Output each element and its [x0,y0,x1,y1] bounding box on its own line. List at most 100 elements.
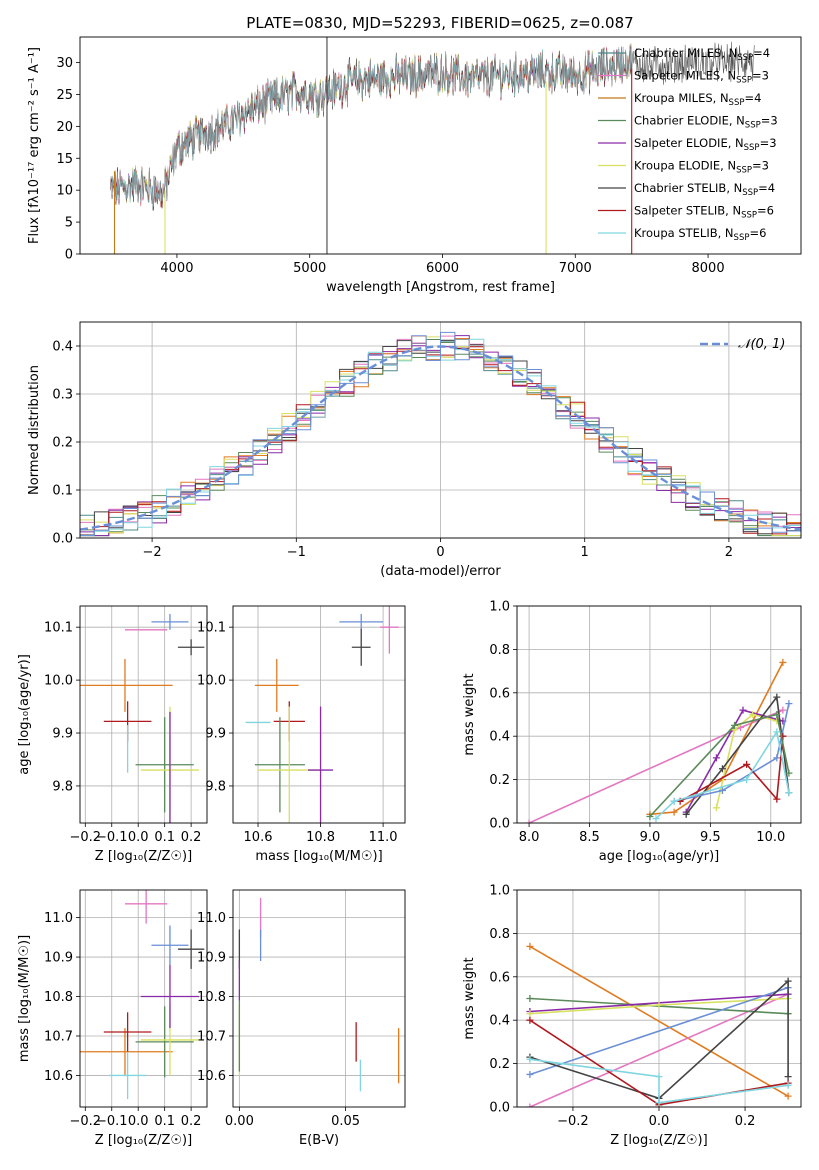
mass-weight-marker [773,754,781,762]
y-tick-label: 0.2 [52,436,73,451]
legend-label: Chabrier STELIB, NSSP=4 [634,181,775,198]
axes-frame [516,605,802,824]
error-bar-point [135,1006,194,1078]
error-bar-point [103,1012,152,1052]
x-tick-label: −1 [287,545,306,560]
mass-weight-marker [779,658,787,666]
spectrum-legend: Chabrier MILES, NSSP=4 Salpeter MILES, NS… [598,46,778,243]
age_vs_Z-panel: −0.2−0.1 0.0 0.1 0.2 9.8 9.9 10.0 10.1 Z [log₁₀(… [17,605,208,864]
y-tick-label: 15 [56,152,73,167]
legend-label: Kroupa ELODIE, NSSP=3 [634,159,769,176]
x-tick-label: 11.0 [369,830,398,845]
mass-weight-marker [785,700,793,708]
error-bar-point [177,929,205,969]
x-tick-label: 10.6 [244,830,273,845]
y-tick-label: 10.9 [197,951,226,966]
legend-label: Kroupa STELIB, NSSP=6 [634,226,766,243]
legend-label: Chabrier MILES, NSSP=4 [634,46,770,63]
y-tick-label: 1.0 [489,884,510,899]
mass-weight-line [529,993,789,1107]
x-tick-label: 8.0 [519,830,540,845]
error-bar-point [135,717,194,813]
mass-weight-marker [670,808,678,816]
axes-frame [79,605,208,824]
y-axis-label: mass [log₁₀(M/M☉)] [17,935,32,1062]
x-tick-label: 8.5 [579,830,600,845]
x-tick-label: −0.2 [557,1114,589,1129]
legend-label: Salpeter STELIB, NSSP=6 [634,204,774,221]
legend-label: Chabrier ELODIE, NSSP=3 [634,114,778,131]
mass-weight-marker [731,721,739,729]
x-tick-label: 0.0 [649,1114,670,1129]
y-tick-label: 0.2 [489,773,510,788]
age_vs_mass-plot-area [245,606,399,823]
error-bar-point [151,613,189,630]
x-tick-label: 8000 [692,261,725,276]
x-axis-label: age [log₁₀(age/yr)] [599,849,720,864]
y-tick-label: 9.9 [205,727,226,742]
mass-weight-marker [785,769,793,777]
mass_vs_EBV-plot-area [238,897,400,1092]
x-tick-label: 9.0 [640,830,661,845]
age_vs_Z-plot-area [80,613,205,823]
x-tick-label: 4000 [160,261,193,276]
mass-weight-marker [525,819,533,823]
age_vs_mass-panel: 10.6 10.8 11.0 9.8 9.9 10.0 10.1 mass [log₁₀(M/… [197,605,406,864]
y-tick-label: 0.0 [52,532,73,547]
x-tick-label: −0.2 [70,1114,102,1129]
mass-weight-line [649,713,790,818]
error-bar-point [151,925,189,965]
residuals-plot-area [80,331,801,537]
axes-frame [79,321,802,539]
mass_vs_Z-plot-area [80,890,205,1100]
massweight_vs_Z-plot-area [526,942,792,1107]
y-axis-label: Flux [fλ10⁻¹⁷ erg cm⁻² s⁻¹ A⁻¹] [27,47,42,244]
error-bar-point [140,964,200,1029]
y-tick-label: 10 [56,184,73,199]
mass-weight-line [529,986,789,1076]
axes-frame [79,36,802,255]
mass-weight-marker [655,1001,663,1009]
y-tick-label: 1.0 [489,600,510,615]
mass-weight-marker [784,1073,792,1081]
x-tick-label: 0.0 [128,830,149,845]
mass_vs_EBV-panel: 0.00 0.05 10.6 10.7 10.8 10.9 11.0 E(B-V) [197,889,406,1148]
residuals-panel: −2 −1 0 1 2 0.0 0.1 0.2 0.3 0.4 (data-model)/error… [27,321,802,579]
y-tick-label: 0.3 [52,388,73,403]
gaussian-curve [80,345,801,531]
x-tick-label: −0.2 [70,830,102,845]
y-tick-label: 10.6 [197,1069,226,1084]
mass-weight-line [679,736,784,802]
spectrum-panel: 4000 5000 6000 7000 8000 0 5 10 15 20 25 30 waveleng… [27,36,802,295]
mass-weight-marker [646,812,654,820]
y-tick-label: 9.8 [52,779,73,794]
mass-weight-marker [655,1073,663,1081]
y-axis-label: age [log₁₀(age/yr)] [17,654,32,775]
y-tick-label: 10.7 [44,1029,73,1044]
mass-weight-line [529,1058,789,1104]
mass-weight-marker [526,1055,534,1063]
y-tick-label: 0.4 [489,730,510,745]
y-tick-label: 0.4 [489,1014,510,1029]
legend-label: Salpeter MILES, NSSP=3 [634,69,769,86]
mass-weight-marker [712,754,720,762]
y-tick-label: 11.0 [44,911,73,926]
y-tick-label: 0.6 [489,686,510,701]
mass-weight-line [529,945,789,1097]
mass-weight-marker [526,1070,534,1078]
axes-frame [232,605,406,824]
mass-weight-marker [652,815,660,823]
error-bar-point [124,890,168,924]
x-tick-label: 0.2 [181,1114,202,1129]
y-tick-label: 10.6 [44,1069,73,1084]
y-tick-label: 25 [56,88,73,103]
y-tick-label: 10.9 [44,951,73,966]
mass-weight-marker [655,1099,663,1107]
axes-frame [232,889,406,1108]
y-tick-label: 0.8 [489,927,510,942]
y-tick-label: 9.9 [52,727,73,742]
mass-weight-marker [784,1081,792,1089]
legend-label: 𝒩(0, 1) [738,337,785,352]
mass-weight-line [528,709,784,823]
